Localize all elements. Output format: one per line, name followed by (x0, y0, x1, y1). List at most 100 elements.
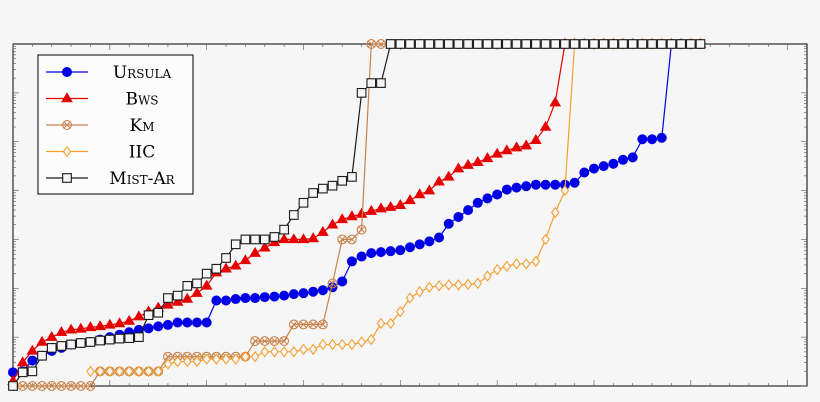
legend-label: Ursula (113, 63, 172, 83)
legend-label: Bws (125, 90, 158, 110)
data-point (172, 317, 183, 328)
data-point (521, 258, 531, 270)
data-point (16, 356, 29, 367)
data-point (287, 233, 300, 244)
data-point (66, 339, 76, 350)
data-point (104, 318, 116, 329)
data-point (608, 39, 619, 49)
data-point (472, 39, 483, 49)
data-point (337, 234, 348, 245)
data-point-ring (56, 381, 67, 391)
data-point-ring (46, 381, 57, 391)
data-point (462, 158, 474, 169)
series-mist-ar (8, 39, 706, 391)
data-point (550, 206, 560, 219)
data-point (453, 211, 464, 222)
data-point (549, 96, 562, 107)
data-point (404, 194, 416, 205)
data-point-ring (337, 234, 348, 245)
data-point-ring (376, 39, 386, 49)
data-point (539, 120, 552, 131)
data-point-cross-b (77, 382, 85, 390)
legend-marker (62, 120, 72, 130)
data-point (608, 158, 619, 169)
legend-marker-cross-b (63, 121, 71, 129)
data-point (191, 286, 203, 297)
data-point (45, 330, 58, 341)
data-point (240, 234, 251, 245)
data-point (202, 353, 211, 365)
data-point (395, 245, 406, 256)
data-point (473, 277, 483, 290)
data-point (317, 285, 328, 296)
data-point-ring (37, 381, 47, 391)
data-point (433, 175, 445, 186)
data-point (134, 365, 144, 378)
data-point (560, 39, 570, 49)
data-point (241, 350, 250, 363)
data-point (386, 317, 395, 330)
data-point (492, 264, 502, 276)
data-point-ring (269, 336, 280, 347)
data-point (695, 39, 706, 49)
data-point (318, 338, 328, 351)
data-point (656, 132, 667, 143)
data-point-cross-b (319, 320, 327, 328)
data-point (94, 320, 106, 331)
data-point (17, 367, 28, 378)
data-point (36, 335, 48, 346)
data-point-cross-b (367, 40, 375, 48)
data-point (56, 341, 67, 351)
data-point (376, 78, 386, 88)
data-point (308, 319, 319, 330)
data-point (579, 167, 590, 178)
data-point-ring (327, 278, 338, 289)
data-point (201, 268, 212, 279)
data-point (279, 224, 289, 235)
data-point (492, 189, 503, 200)
data-point (588, 163, 599, 174)
data-point (86, 365, 95, 378)
data-point (346, 234, 357, 245)
data-point (74, 322, 87, 333)
data-point (463, 278, 473, 291)
data-point (618, 39, 628, 49)
data-point-ring (17, 381, 28, 391)
data-point (84, 321, 97, 332)
data-point (530, 134, 542, 144)
data-point (471, 156, 484, 166)
data-point (75, 338, 86, 348)
data-point (123, 314, 136, 325)
data-point (647, 134, 658, 145)
data-point (46, 381, 57, 391)
data-point (569, 177, 580, 188)
data-point (647, 39, 657, 49)
data-point (307, 232, 319, 243)
data-point-cross-b (87, 382, 94, 390)
data-point-cross-b (38, 382, 46, 390)
data-point (405, 39, 415, 49)
data-point (376, 317, 386, 330)
axis-ticks (12, 44, 807, 387)
data-point (221, 353, 231, 365)
data-point (375, 247, 386, 258)
data-point (424, 236, 435, 247)
data-point (153, 365, 163, 378)
data-point (472, 197, 483, 208)
data-point (27, 381, 38, 391)
data-point (443, 218, 454, 229)
data-point (521, 39, 532, 49)
data-point (250, 350, 260, 363)
data-point (434, 280, 444, 292)
data-point-cross-b (251, 337, 259, 345)
data-point (405, 292, 415, 304)
data-point (483, 270, 492, 282)
data-point-cross-b (300, 320, 307, 328)
data-point (337, 338, 347, 351)
data-point (463, 205, 474, 216)
data-point-cross-b (19, 382, 27, 390)
data-point (288, 210, 299, 220)
data-point-ring (346, 234, 357, 245)
data-point (298, 197, 309, 208)
data-point (113, 317, 126, 328)
